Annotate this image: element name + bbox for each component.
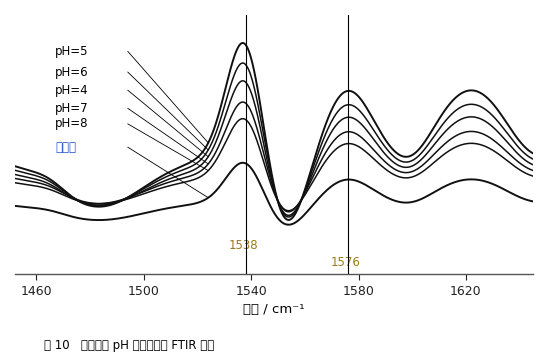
Text: pH=6: pH=6 xyxy=(55,66,89,79)
Text: pH=7: pH=7 xyxy=(55,102,89,115)
X-axis label: 波数 / cm⁻¹: 波数 / cm⁻¹ xyxy=(243,303,305,316)
Text: pH=5: pH=5 xyxy=(55,45,89,58)
Text: pH=4: pH=4 xyxy=(55,84,89,96)
Text: 图 10   不同染液 pH 値下氨纶的 FTIR 谱图: 图 10 不同染液 pH 値下氨纶的 FTIR 谱图 xyxy=(44,339,214,352)
Text: pH=8: pH=8 xyxy=(55,117,89,130)
Text: 1538: 1538 xyxy=(229,239,258,252)
Text: 1576: 1576 xyxy=(330,256,360,269)
Text: 未染色: 未染色 xyxy=(55,141,76,154)
